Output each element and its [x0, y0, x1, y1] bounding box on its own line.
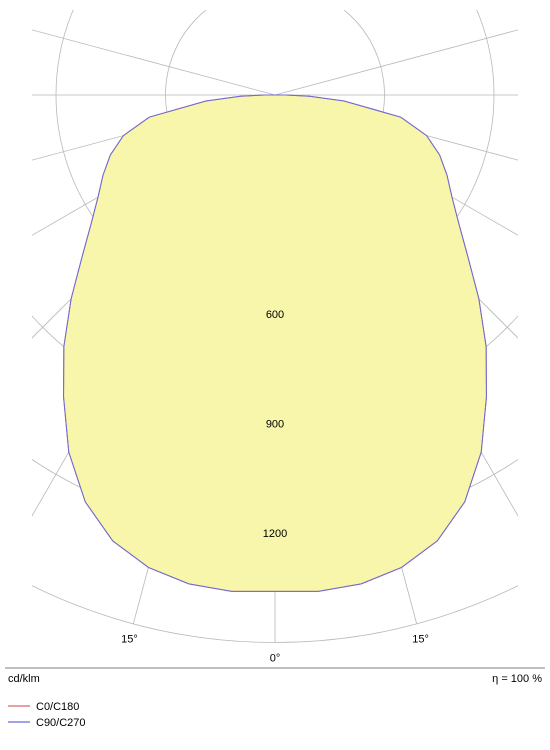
legend-label: C90/C270 [36, 717, 86, 729]
angle-label: 0° [270, 653, 281, 665]
radial-label: 1200 [263, 528, 287, 540]
units-label: cd/klm [8, 673, 40, 685]
chart-svg: 60090012000°15°15°30°30°45°45°60°60°75°7… [0, 0, 550, 750]
radial-label: 900 [266, 419, 284, 431]
polar-chart: 60090012000°15°15°30°30°45°45°60°60°75°7… [0, 0, 550, 750]
distribution-fill [64, 95, 487, 591]
angle-label: 15° [121, 633, 138, 645]
legend-label: C0/C180 [36, 701, 79, 713]
efficiency-label: η = 100 % [492, 673, 542, 685]
angle-label: 15° [412, 633, 429, 645]
radial-label: 600 [266, 309, 284, 321]
